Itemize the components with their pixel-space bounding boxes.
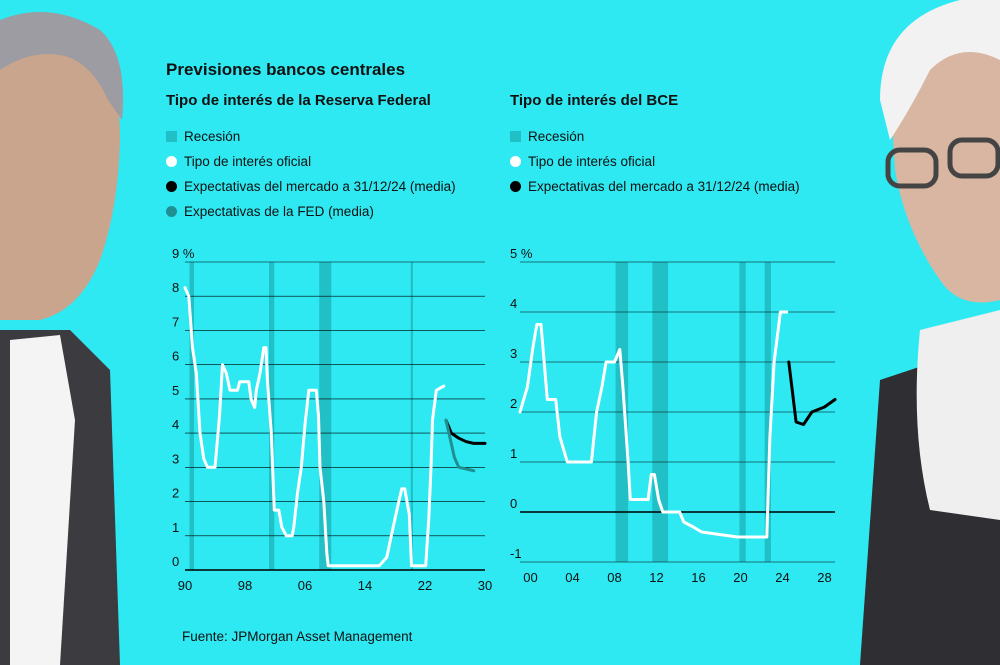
x-tick-label: 22 xyxy=(418,578,432,593)
right-portrait-image xyxy=(860,0,1000,665)
fed-rate-chart: 0 1 2 3 4 5 6 7 8 9 % 90 98 06 14 22 30 xyxy=(172,246,492,593)
y-tick-label: 8 xyxy=(172,280,179,295)
y-tick-label: 3 xyxy=(510,346,517,361)
fed-expectations-swatch xyxy=(166,206,177,217)
x-tick-label: 16 xyxy=(691,570,705,585)
x-tick-label: 20 xyxy=(733,570,747,585)
y-tick-label: 0 xyxy=(510,496,517,511)
fed-legend: Recesión Tipo de interés oficial Expecta… xyxy=(166,124,456,224)
legend-label: Expectativas del mercado a 31/12/24 (med… xyxy=(528,179,800,194)
x-tick-label: 90 xyxy=(178,578,192,593)
y-tick-label: 4 xyxy=(510,296,517,311)
y-tick-label: 1 xyxy=(172,520,179,535)
x-tick-label: 12 xyxy=(649,570,663,585)
recession-band xyxy=(269,262,275,570)
x-tick-label: 28 xyxy=(817,570,831,585)
ecb-subtitle: Tipo de interés del BCE xyxy=(510,92,679,109)
y-tick-label: 5 xyxy=(172,383,179,398)
y-tick-label: 9 % xyxy=(172,246,195,261)
legend-label: Tipo de interés oficial xyxy=(184,154,312,169)
market-expectations-swatch xyxy=(166,181,177,192)
x-tick-label: 24 xyxy=(775,570,789,585)
y-tick-label: -1 xyxy=(510,546,522,561)
recession-band xyxy=(189,262,194,570)
legend-label: Recesión xyxy=(528,129,585,144)
fed-expectations-line xyxy=(444,418,476,473)
legend-item-fed-expectations: Expectativas de la FED (media) xyxy=(166,199,456,224)
y-tick-label: 6 xyxy=(172,349,179,364)
recession-swatch xyxy=(166,131,177,142)
legend-label: Tipo de interés oficial xyxy=(528,154,656,169)
fed-subtitle: Tipo de interés de la Reserva Federal xyxy=(166,92,431,109)
legend-item-market-expectations: Expectativas del mercado a 31/12/24 (med… xyxy=(510,174,800,199)
legend-label: Recesión xyxy=(184,129,241,144)
y-tick-label: 3 xyxy=(172,451,179,466)
x-tick-label: 14 xyxy=(358,578,372,593)
ecb-legend: Recesión Tipo de interés oficial Expecta… xyxy=(510,124,800,199)
legend-item-official-rate: Tipo de interés oficial xyxy=(510,149,800,174)
legend-item-recession: Recesión xyxy=(166,124,456,149)
y-tick-label: 5 % xyxy=(510,246,533,261)
market-expectations-line xyxy=(787,360,837,426)
y-tick-label: 7 xyxy=(172,314,179,329)
y-tick-label: 2 xyxy=(510,396,517,411)
legend-label: Expectativas del mercado a 31/12/24 (med… xyxy=(184,179,456,194)
official-rate-line xyxy=(518,310,789,539)
x-tick-label: 30 xyxy=(478,578,492,593)
x-tick-label: 00 xyxy=(523,570,537,585)
legend-item-official-rate: Tipo de interés oficial xyxy=(166,149,456,174)
market-expectations-line xyxy=(444,418,487,445)
official-rate-line xyxy=(183,286,446,568)
x-tick-label: 06 xyxy=(298,578,312,593)
legend-item-recession: Recesión xyxy=(510,124,800,149)
legend-item-market-expectations: Expectativas del mercado a 31/12/24 (med… xyxy=(166,174,456,199)
market-expectations-swatch xyxy=(510,181,521,192)
source-note: Fuente: JPMorgan Asset Management xyxy=(182,629,413,644)
y-tick-label: 0 xyxy=(172,554,179,569)
legend-label: Expectativas de la FED (media) xyxy=(184,204,374,219)
chart-title: Previsiones bancos centrales xyxy=(166,60,406,79)
recession-band xyxy=(410,262,413,570)
x-tick-label: 98 xyxy=(238,578,252,593)
x-tick-label: 08 xyxy=(607,570,621,585)
left-portrait-image xyxy=(0,12,124,665)
official-rate-swatch xyxy=(510,156,521,167)
x-tick-label: 04 xyxy=(565,570,579,585)
y-tick-label: 4 xyxy=(172,417,179,432)
y-tick-label: 1 xyxy=(510,446,517,461)
official-rate-swatch xyxy=(166,156,177,167)
recession-swatch xyxy=(510,131,521,142)
y-tick-label: 2 xyxy=(172,486,179,501)
